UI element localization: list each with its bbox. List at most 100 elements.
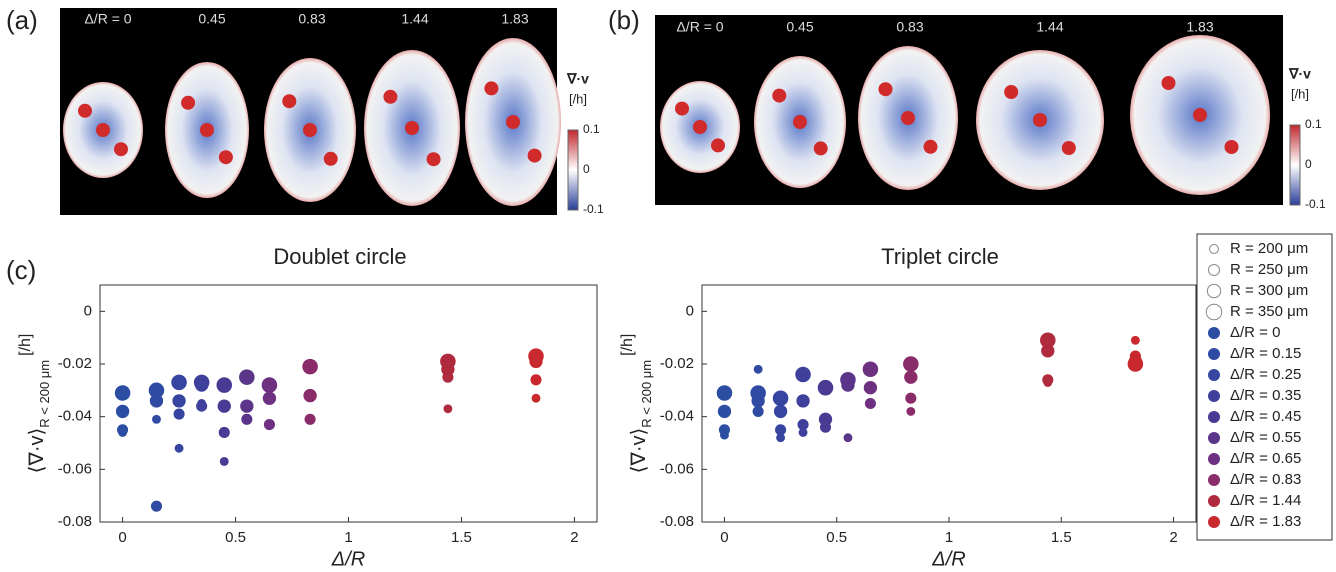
- data-point: [152, 414, 161, 424]
- legend-marker: [1208, 327, 1220, 339]
- data-point: [262, 391, 277, 405]
- cell-defect: [426, 152, 441, 167]
- x-tick-label: 0.5: [826, 529, 847, 546]
- legend-box: [1196, 233, 1333, 541]
- cell-defect: [1193, 108, 1207, 122]
- x-axis-label: Δ/R: [931, 548, 965, 570]
- data-point: [841, 378, 855, 392]
- cell-defect: [96, 123, 110, 137]
- data-point: [904, 370, 918, 384]
- cell-defect: [711, 138, 725, 153]
- x-tick-label: 0: [720, 529, 728, 546]
- panel-label: (a): [6, 5, 38, 35]
- data-point: [150, 500, 163, 512]
- legend-size-marker: [1206, 283, 1222, 299]
- legend-label: Δ/R = 1.44: [1230, 492, 1301, 509]
- colorbar-unit: [/h]: [569, 91, 587, 106]
- data-point: [303, 388, 317, 403]
- data-point: [442, 371, 454, 383]
- data-point: [843, 433, 853, 443]
- data-point: [529, 354, 543, 369]
- y-label-unit: [/h]: [17, 334, 34, 356]
- data-point: [1130, 335, 1140, 345]
- cell-defect: [78, 103, 92, 118]
- y-tick-label: -0.08: [660, 513, 694, 530]
- cell-defect: [506, 115, 520, 129]
- data-point: [263, 419, 275, 431]
- x-tick-label: 0: [118, 529, 126, 546]
- data-point: [775, 424, 787, 436]
- data-point: [819, 421, 832, 433]
- data-point: [172, 394, 186, 408]
- data-point: [1127, 356, 1144, 372]
- y-label-sub: R < 200 μm: [37, 360, 52, 428]
- data-point: [863, 381, 878, 395]
- colorbar-tick-label: 0.1: [1305, 117, 1322, 131]
- data-point: [218, 426, 230, 439]
- data-point: [197, 399, 207, 408]
- legend-marker: [1208, 516, 1220, 528]
- data-point: [219, 456, 229, 466]
- legend-marker: [1208, 348, 1220, 360]
- data-point: [148, 382, 165, 399]
- legend-label: Δ/R = 1.83: [1230, 513, 1301, 530]
- legend-size-marker: [1207, 263, 1221, 277]
- legend-size-marker: [1205, 303, 1223, 321]
- legend-marker: [1208, 495, 1220, 507]
- data-point: [443, 404, 453, 414]
- data-point: [1040, 332, 1056, 349]
- colorbar-tick-label: -0.1: [583, 202, 604, 216]
- data-point: [905, 392, 917, 404]
- x-tick-label: 1: [945, 529, 953, 546]
- data-point: [903, 356, 919, 372]
- chart-title: Triplet circle: [881, 244, 999, 269]
- cell-defect: [405, 121, 419, 135]
- cell-defect: [878, 82, 893, 97]
- panel-label: (c): [6, 255, 36, 285]
- colorbar-title: ∇·v: [1288, 66, 1311, 82]
- colorbar-tick-label: 0: [1305, 157, 1312, 171]
- y-tick-label: 0: [686, 302, 694, 319]
- data-point: [530, 374, 542, 386]
- legend-label: R = 350 μm: [1230, 303, 1308, 320]
- data-point: [261, 377, 278, 393]
- data-point: [776, 433, 786, 443]
- legend-marker: [1208, 453, 1220, 465]
- x-axis-label: Δ/R: [331, 548, 365, 570]
- data-point: [753, 364, 763, 374]
- chart-title: Doublet circle: [273, 244, 406, 269]
- y-axis-label: ⟨∇·v⟩R < 200 μm[/h]: [17, 334, 52, 474]
- data-point: [772, 390, 789, 407]
- data-point: [173, 408, 185, 420]
- cell-defect: [793, 115, 807, 129]
- cell-defect: [901, 111, 915, 125]
- delta-label: Δ/R = 0: [676, 19, 723, 35]
- y-label-main: ⟨∇·v⟩: [26, 428, 48, 474]
- cell-defect: [218, 150, 233, 165]
- data-point: [241, 413, 253, 425]
- legend-label: Δ/R = 0.15: [1230, 345, 1301, 362]
- cell-defect: [813, 141, 828, 156]
- delta-label: 0.45: [786, 19, 813, 35]
- delta-label: 1.83: [1186, 19, 1213, 35]
- cell-defect: [200, 123, 214, 137]
- legend-label: Δ/R = 0: [1230, 324, 1280, 341]
- colorbar-unit: [/h]: [1291, 86, 1309, 101]
- x-tick-label: 1: [344, 529, 352, 546]
- y-tick-label: -0.08: [58, 513, 92, 530]
- cell-defect: [303, 123, 317, 137]
- data-point: [118, 428, 128, 437]
- cell-defect: [181, 95, 196, 110]
- panel-label: (b): [608, 5, 640, 35]
- legend-label: R = 200 μm: [1230, 240, 1308, 257]
- cell-defect: [527, 148, 542, 163]
- colorbar: [567, 129, 579, 211]
- data-point: [720, 430, 729, 440]
- data-point: [149, 394, 164, 408]
- data-point: [302, 358, 318, 375]
- x-tick-label: 2: [570, 529, 578, 546]
- data-point: [906, 406, 916, 416]
- data-point: [114, 385, 131, 401]
- data-point: [171, 374, 187, 391]
- cell-defect: [772, 88, 787, 103]
